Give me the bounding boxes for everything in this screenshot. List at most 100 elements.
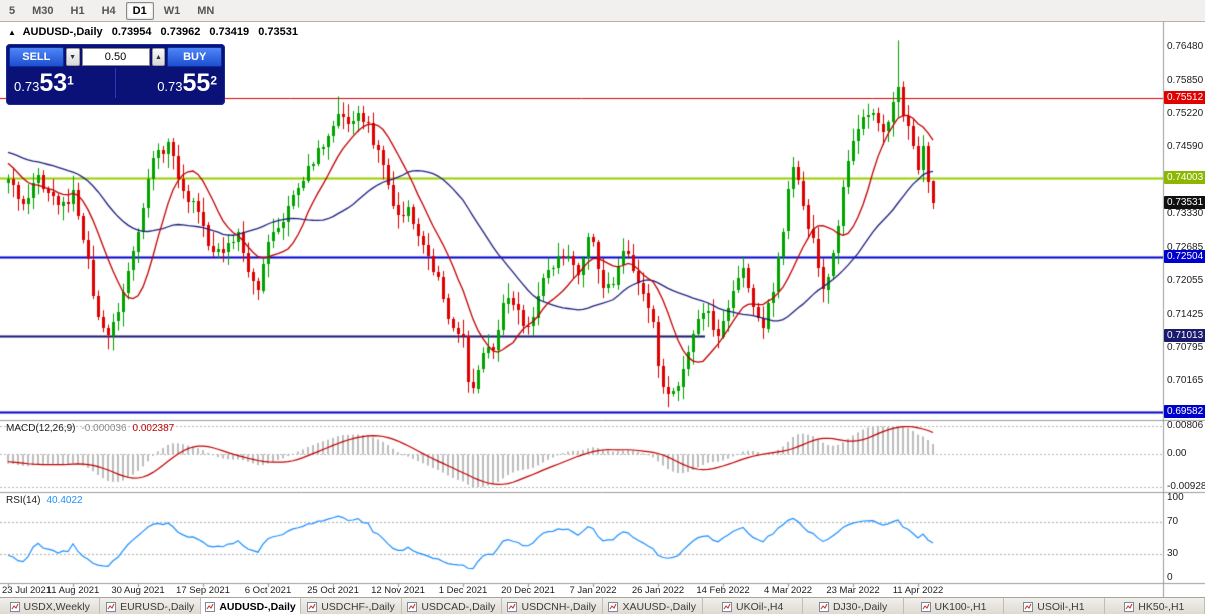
volume-increase-button[interactable]: ▲ bbox=[151, 48, 166, 66]
chart-tab-icon bbox=[1124, 601, 1135, 612]
ohlc-high: 0.73962 bbox=[160, 26, 201, 38]
date-axis-label: 4 Mar 2022 bbox=[763, 585, 813, 596]
chart-tab-usdx-weekly[interactable]: USDX,Weekly bbox=[0, 598, 101, 614]
date-axis-label: 1 Dec 2021 bbox=[438, 585, 488, 596]
macd-axis-label: 0.00 bbox=[1167, 448, 1187, 460]
sell-button[interactable]: SELL bbox=[9, 47, 64, 67]
price-divider bbox=[115, 68, 116, 98]
rsi-name: RSI(14) bbox=[6, 495, 41, 506]
timeframe-button-d1[interactable]: D1 bbox=[125, 1, 154, 20]
chart-tab-icon bbox=[608, 601, 619, 612]
timeframe-button-m30[interactable]: M30 bbox=[32, 4, 54, 17]
chart-tab-ukoil-h4[interactable]: UKOil-,H4 bbox=[702, 598, 804, 614]
chart-tab-icon bbox=[407, 601, 418, 612]
price-axis-label: 0.71425 bbox=[1167, 308, 1204, 320]
price-axis-label: 0.70795 bbox=[1167, 341, 1204, 353]
date-axis-label: 26 Jan 2022 bbox=[631, 585, 685, 596]
macd-indicator-label: MACD(12,26,9) -0.000036 0.002387 bbox=[6, 423, 174, 434]
price-level-label: 0.72504 bbox=[1164, 250, 1205, 264]
chart-tab-usdcnh-daily[interactable]: USDCNH-,Daily bbox=[502, 598, 603, 614]
chart-tab-label: USDX,Weekly bbox=[23, 600, 90, 613]
chart-tab-label: USDCHF-,Daily bbox=[321, 600, 395, 613]
ask-price-sup: 2 bbox=[210, 73, 217, 88]
ask-price[interactable]: 0.73552 bbox=[157, 68, 217, 98]
price-level-label: 0.73531 bbox=[1164, 196, 1205, 210]
chart-tab-audusd-daily[interactable]: AUDUSD-,Daily bbox=[200, 598, 302, 614]
date-axis-label: 14 Feb 2022 bbox=[696, 585, 750, 596]
date-axis-label: 20 Dec 2021 bbox=[501, 585, 555, 596]
rsi-axis-label: 30 bbox=[1167, 548, 1179, 559]
rsi-axis-label: 70 bbox=[1167, 516, 1179, 527]
date-axis-label: 12 Nov 2021 bbox=[371, 585, 425, 596]
chart-tab-label: UK100-,H1 bbox=[934, 600, 987, 613]
macd-axis-label: -0.00928 bbox=[1167, 481, 1205, 492]
chart-tab-bar[interactable]: USDX,Weekly EURUSD-,Daily AUDUSD-,Daily USD… bbox=[0, 597, 1205, 614]
chart-tab-usdcad-daily[interactable]: USDCAD-,Daily bbox=[401, 598, 503, 614]
chart-tab-label: UKOil-,H4 bbox=[736, 600, 784, 613]
chart-tab-icon bbox=[307, 601, 318, 612]
chart-tab-label: HK50-,H1 bbox=[1138, 600, 1185, 613]
price-level-label: 0.71013 bbox=[1164, 329, 1205, 343]
date-axis-label: 7 Jan 2022 bbox=[569, 585, 617, 596]
rsi-axis-label: 0 bbox=[1167, 572, 1173, 583]
rsi-indicator-label: RSI(14) 40.4022 bbox=[6, 495, 83, 506]
chart-ohlc-header: ▲ AUDUSD-,Daily 0.73954 0.73962 0.73419 … bbox=[8, 26, 304, 38]
price-level-label: 0.69582 bbox=[1164, 404, 1205, 418]
chart-tab-uk100-h1[interactable]: UK100-,H1 bbox=[903, 598, 1005, 614]
price-axis-label: 0.76480 bbox=[1167, 41, 1204, 53]
chart-tab-icon bbox=[818, 601, 829, 612]
ohlc-open: 0.73954 bbox=[111, 26, 152, 38]
volume-decrease-button[interactable]: ▼ bbox=[65, 48, 80, 66]
price-axis-label: 0.72055 bbox=[1167, 275, 1204, 287]
bid-price-sup: 1 bbox=[67, 73, 74, 88]
chart-tab-label: EURUSD-,Daily bbox=[120, 600, 195, 613]
date-axis-label: 11 Aug 2021 bbox=[46, 585, 100, 596]
chart-tab-label: DJ30-,Daily bbox=[832, 600, 888, 613]
price-axis-label: 0.73330 bbox=[1167, 207, 1204, 219]
date-axis-label: 23 Mar 2022 bbox=[826, 585, 880, 596]
timeframe-button-w1[interactable]: W1 bbox=[163, 4, 181, 17]
chart-tab-icon bbox=[920, 601, 931, 612]
chart-tab-usdchf-daily[interactable]: USDCHF-,Daily bbox=[301, 598, 402, 614]
price-axis-label: 0.75850 bbox=[1167, 74, 1204, 86]
volume-input[interactable] bbox=[81, 48, 150, 66]
ohlc-close: 0.73531 bbox=[258, 26, 298, 38]
buy-button[interactable]: BUY bbox=[167, 47, 222, 67]
bid-price-big: 53 bbox=[39, 69, 68, 97]
price-level-label: 0.75512 bbox=[1164, 91, 1205, 105]
ask-price-small: 0.73 bbox=[157, 79, 183, 94]
ask-price-big: 55 bbox=[182, 69, 211, 97]
ohlc-low: 0.73419 bbox=[209, 26, 250, 38]
date-axis-label: 17 Sep 2021 bbox=[176, 585, 230, 596]
macd-name: MACD(12,26,9) bbox=[6, 423, 76, 434]
timeframe-button-5[interactable]: 5 bbox=[9, 4, 16, 17]
timeframe-button-mn[interactable]: MN bbox=[197, 4, 215, 17]
price-level-label: 0.74003 bbox=[1164, 171, 1205, 185]
chart-tab-icon bbox=[9, 601, 20, 612]
macd-signal-value: 0.002387 bbox=[132, 423, 175, 434]
one-click-trading-panel: SELL ▼ ▲ BUY 0.73531 0.73552 bbox=[6, 44, 225, 105]
chart-tab-eurusd-daily[interactable]: EURUSD-,Daily bbox=[100, 598, 201, 614]
price-axis-label: 0.72685 bbox=[1167, 241, 1204, 253]
bid-price-small: 0.73 bbox=[14, 79, 40, 94]
price-axis-label: 0.74590 bbox=[1167, 141, 1204, 153]
chart-symbol-period: AUDUSD-,Daily bbox=[22, 26, 103, 38]
chart-tab-hk50-h1[interactable]: HK50-,H1 bbox=[1104, 598, 1205, 614]
chart-tab-xauusd-daily[interactable]: XAUUSD-,Daily bbox=[602, 598, 703, 614]
date-axis-label: 23 Jul 2021 bbox=[2, 585, 52, 596]
timeframe-button-h1[interactable]: H1 bbox=[70, 4, 85, 17]
chart-tab-icon bbox=[205, 601, 216, 612]
timeframe-button-h4[interactable]: H4 bbox=[101, 4, 116, 17]
chart-tab-icon bbox=[1023, 601, 1034, 612]
rsi-axis-label: 100 bbox=[1167, 492, 1184, 503]
collapse-arrow-icon[interactable]: ▲ bbox=[8, 28, 16, 37]
chart-tab-label: AUDUSD-,Daily bbox=[219, 600, 296, 613]
date-axis-label: 6 Oct 2021 bbox=[244, 585, 292, 596]
chart-tab-dj30-daily[interactable]: DJ30-,Daily bbox=[803, 598, 904, 614]
date-axis-label: 30 Aug 2021 bbox=[111, 585, 165, 596]
chart-tab-label: USOil-,H1 bbox=[1037, 600, 1085, 613]
price-axis-label: 0.75220 bbox=[1167, 107, 1204, 119]
bid-price[interactable]: 0.73531 bbox=[14, 68, 74, 98]
chart-tab-usoil-h1[interactable]: USOil-,H1 bbox=[1004, 598, 1105, 614]
timeframe-toolbar[interactable]: 5 M30 H1 H4 D1 W1 MN bbox=[0, 0, 1205, 22]
